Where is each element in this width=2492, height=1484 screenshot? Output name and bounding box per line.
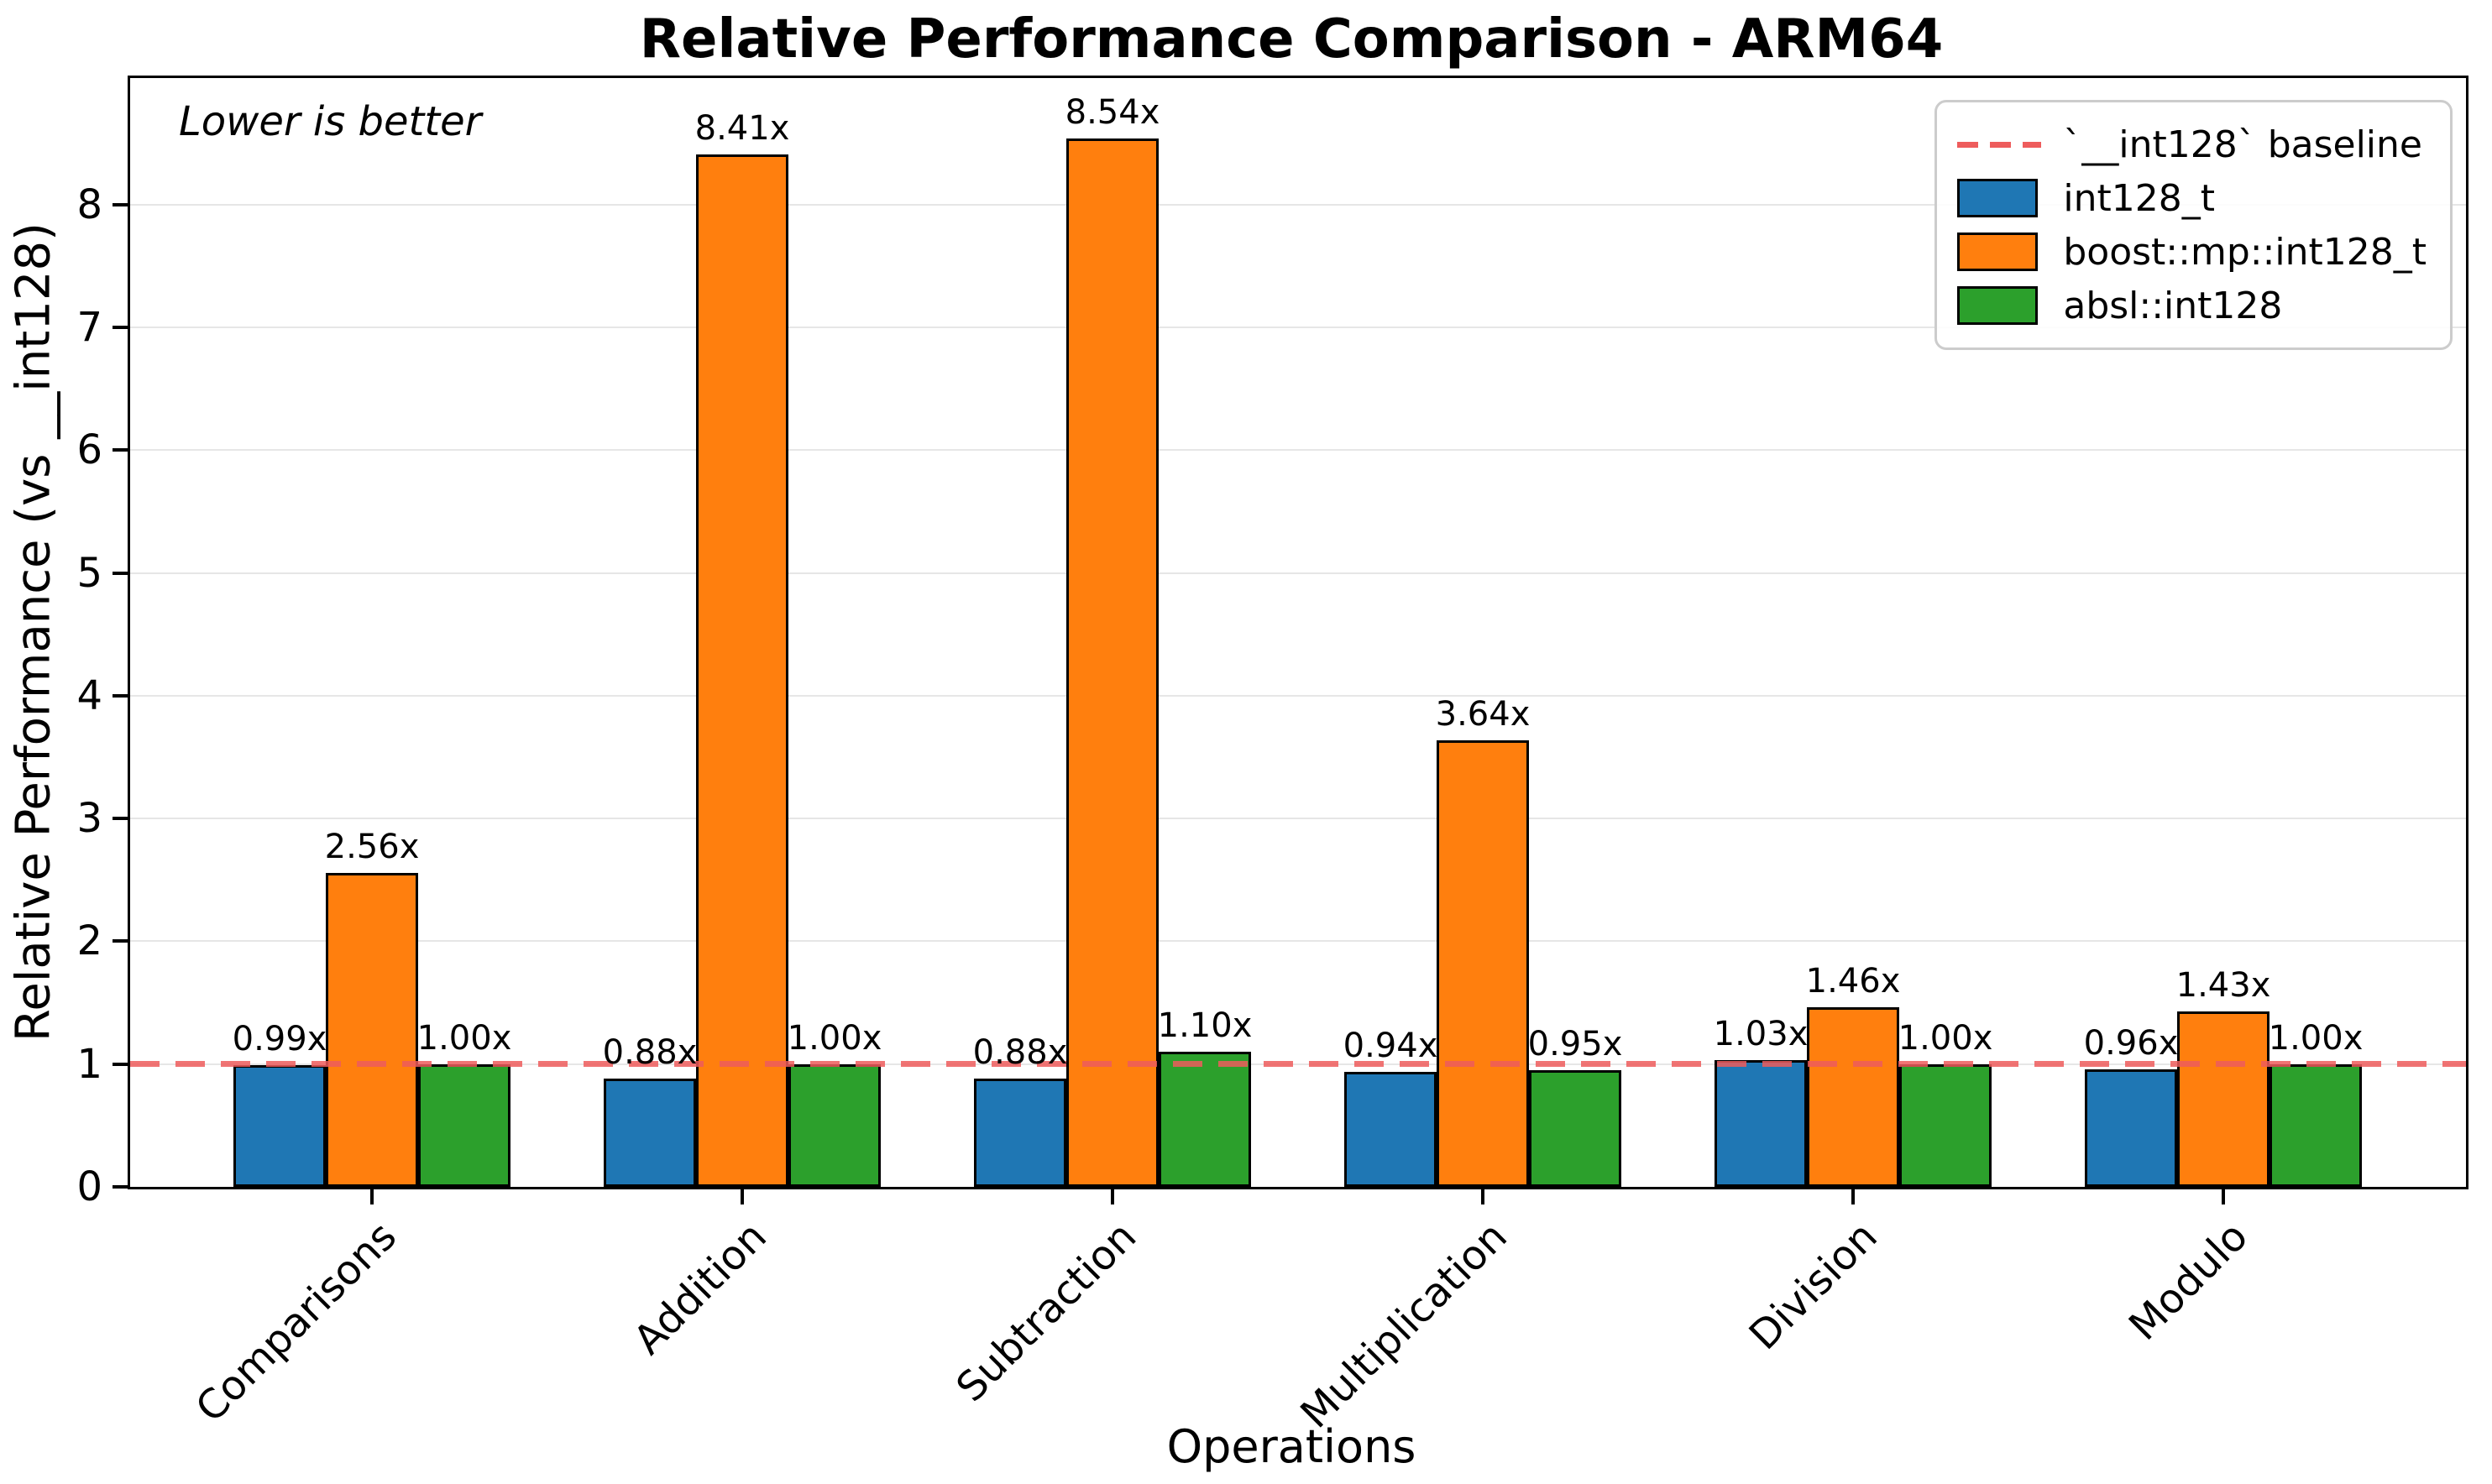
bar-int128-t-multiplication [1344,1071,1437,1187]
y-tick-mark-7 [113,325,128,329]
y-tick-mark-8 [113,202,128,206]
legend-swatch-boost-mp-int128-t [1957,233,2039,271]
gridline-y-4 [130,694,2466,697]
y-tick-label-1: 1 [76,1040,102,1088]
plot-area: 0.99x 0.88x 0.88x 0.94x 1.03x 0.96x 2.56x 8.41x… [128,76,2468,1189]
bar-absl-int128-division [1899,1063,1992,1187]
bar-absl-int128-subtraction [1159,1052,1251,1187]
y-tick-label-6: 6 [76,426,102,474]
bar-value-label: 3.64x [1435,694,1531,734]
bar-value-label: 1.43x [2175,965,2271,1005]
bar-boost-mp-int128-t-modulo [2177,1011,2270,1187]
chart-title: Relative Performance Comparison - ARM64 [639,8,1944,71]
y-tick-mark-6 [113,448,128,452]
bar-absl-int128-modulo [2270,1063,2362,1187]
legend-swatch-int128-t [1957,179,2039,217]
bar-value-label: 1.00x [2268,1018,2364,1058]
bar-value-label: 1.03x [1713,1015,1809,1054]
bar-boost-mp-int128-t-comparisons [326,872,418,1187]
bar-boost-mp-int128-t-addition [696,154,788,1187]
gridline-y-6 [130,449,2466,452]
bar-value-label: 2.56x [324,827,420,866]
legend-series-label: boost::mp::int128_t [2063,230,2427,274]
bar-value-label: 0.88x [972,1033,1068,1073]
bar-value-label: 1.00x [787,1018,882,1058]
bar-value-label: 1.00x [1898,1018,1993,1058]
legend-series-label: int128_t [2063,176,2215,220]
y-axis-label: Relative Performance (vs __int128) [6,222,61,1042]
bar-value-label: 0.96x [2083,1023,2179,1063]
bar-value-label: 8.54x [1065,92,1160,132]
gridline-y-7 [130,326,2466,328]
legend-swatch-wrap [1957,179,2041,217]
bar-int128-t-subtraction [974,1079,1066,1187]
x-axis-label: Operations [1166,1420,1416,1473]
bar-absl-int128-comparisons [418,1063,510,1187]
y-tick-label-7: 7 [76,303,102,351]
baseline-dash-icon [1957,141,2042,148]
x-tick-label-multiplication: Multiplication [1291,1213,1516,1438]
bar-value-label: 0.95x [1527,1025,1623,1064]
gridline-y-8 [130,203,2466,206]
y-tick-mark-3 [113,817,128,821]
bar-boost-mp-int128-t-multiplication [1437,739,1529,1187]
bar-absl-int128-addition [788,1063,881,1187]
legend-row-absl-int128: absl::int128 [1957,279,2427,332]
baseline-dash-sample-wrap [1957,141,2042,148]
x-tick-label-comparisons: Comparisons [186,1213,406,1432]
x-tick-mark-comparisons [370,1189,374,1204]
bar-int128-t-comparisons [233,1065,326,1187]
x-tick-label-division: Division [1740,1213,1887,1360]
y-tick-mark-0 [113,1185,128,1189]
legend-series-label: absl::int128 [2063,284,2283,327]
x-tick-mark-division [1851,1189,1855,1204]
x-tick-mark-multiplication [1481,1189,1484,1204]
x-tick-mark-subtraction [1111,1189,1114,1204]
y-tick-mark-1 [113,1062,128,1066]
y-tick-mark-4 [113,693,128,698]
gridline-y-5 [130,572,2466,574]
x-tick-mark-addition [741,1189,744,1204]
x-tick-label-subtraction: Subtraction [947,1213,1146,1411]
annotation-lower-is-better: Lower is better [179,98,482,145]
legend-row-baseline: `__int128` baseline [1957,118,2427,171]
y-tick-mark-5 [113,571,128,575]
bar-value-label: 0.88x [602,1033,698,1073]
gridline-y-3 [130,818,2466,820]
legend-baseline-label: `__int128` baseline [2063,123,2422,166]
bar-int128-t-division [1715,1060,1807,1187]
y-tick-label-0: 0 [76,1163,102,1210]
x-tick-label-modulo: Modulo [2119,1213,2257,1350]
bar-value-label: 0.94x [1343,1026,1438,1065]
bar-value-label: 0.99x [232,1020,327,1059]
y-tick-label-2: 2 [76,917,102,965]
y-tick-mark-2 [113,939,128,943]
legend-row-boost-mp-int128-t: boost::mp::int128_t [1957,225,2427,279]
baseline-line [130,1061,2466,1068]
legend-swatch-absl-int128 [1957,286,2039,325]
bar-int128-t-modulo [2085,1069,2177,1187]
legend-swatch-wrap [1957,233,2041,271]
bar-boost-mp-int128-t-subtraction [1066,138,1159,1187]
bar-absl-int128-multiplication [1529,1070,1621,1187]
y-tick-label-4: 4 [76,671,102,719]
bar-value-label: 8.41x [694,108,790,148]
y-tick-label-3: 3 [76,795,102,843]
bar-value-label: 1.00x [416,1018,512,1058]
bar-value-label: 1.10x [1157,1006,1253,1046]
x-tick-label-addition: Addition [624,1213,776,1364]
gridline-y-2 [130,940,2466,943]
y-tick-label-8: 8 [76,180,102,228]
bar-value-label: 1.46x [1805,962,1901,1001]
y-tick-label-5: 5 [76,549,102,597]
x-tick-mark-modulo [2222,1189,2225,1204]
bar-boost-mp-int128-t-division [1807,1007,1899,1187]
bar-int128-t-addition [604,1079,696,1187]
legend-row-int128-t: int128_t [1957,171,2427,225]
legend-swatch-wrap [1957,286,2041,325]
